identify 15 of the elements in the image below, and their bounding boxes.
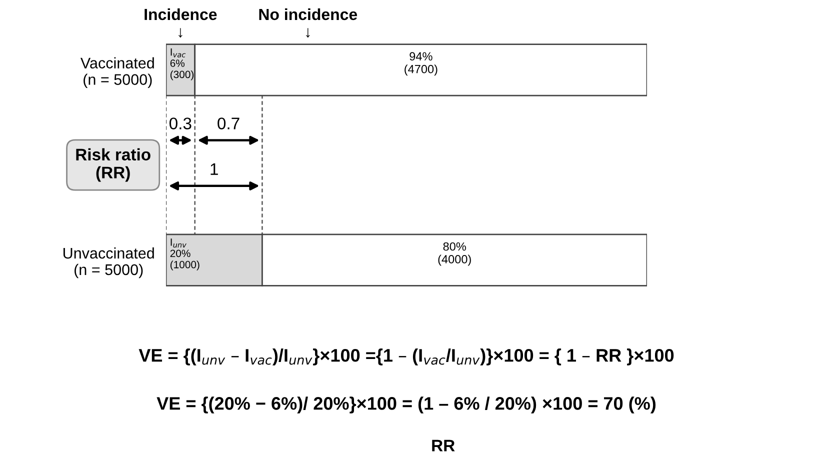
- data-label: 80% (4000): [438, 242, 471, 266]
- annotation: 0.7: [218, 118, 240, 130]
- data-label: I$_{unv}$ 20% (1000): [170, 238, 200, 270]
- annotation: Incidence ↓: [144, 8, 217, 38]
- annotation: 1: [210, 163, 218, 175]
- text: VE = {(20% − 6%)/ 20%}×100 = (1 – 6% / 20%) ×100 = 70 (%): [156, 396, 656, 414]
- data-label: I$_{vac}$ 6% (300): [170, 48, 194, 80]
- y-tick-label: Unvaccinated (n = 5000): [64, 247, 154, 278]
- y-tick-label: Vaccinated (n = 5000): [80, 57, 154, 88]
- annotation: 0.3: [170, 118, 192, 130]
- text: VE = {(I$_{unv}$ – I$_{vac}$)/I$_{unv}$}×100 ={1 – (I$_{vac}$/I$_{unv}$)}×100 = { 1 – RR }×100: [138, 348, 674, 366]
- text: Risk ratio (RR): [76, 148, 150, 182]
- annotation: No incidence ↓: [259, 8, 358, 38]
- data-label: 94% (4700): [404, 52, 438, 76]
- text: RR: [432, 440, 455, 452]
